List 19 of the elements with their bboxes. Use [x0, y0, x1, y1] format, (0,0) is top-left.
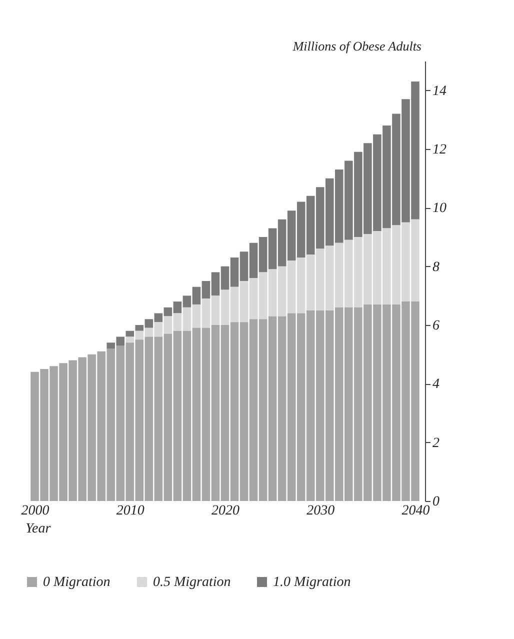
x-tick-label: 2000: [21, 504, 50, 518]
y-tick-label: 14: [432, 84, 446, 99]
y-tick-label: 6: [432, 318, 440, 334]
legend-label: 1.0 Migration: [273, 575, 351, 590]
x-tick-label: 2030: [306, 504, 335, 518]
y-axis-title: Millions of Obese Adults: [292, 38, 422, 54]
x-tick-label: 2010: [116, 504, 144, 518]
y-tick-label: 10: [432, 201, 446, 216]
y-tick-label: 0: [432, 494, 440, 510]
y-tick-label: 4: [432, 377, 440, 392]
x-tick-label: 2020: [212, 504, 240, 518]
y-tick-label: 2: [432, 436, 440, 451]
x-axis-title: Year: [26, 522, 52, 536]
legend-label: 0 Migration: [43, 575, 110, 590]
y-tick-label: 8: [432, 260, 440, 275]
y-tick-label: 12: [432, 142, 446, 158]
legend-label: 0.5 Migration: [153, 575, 231, 590]
x-tick-label: 2040: [402, 504, 430, 518]
bar: [126, 330, 134, 337]
